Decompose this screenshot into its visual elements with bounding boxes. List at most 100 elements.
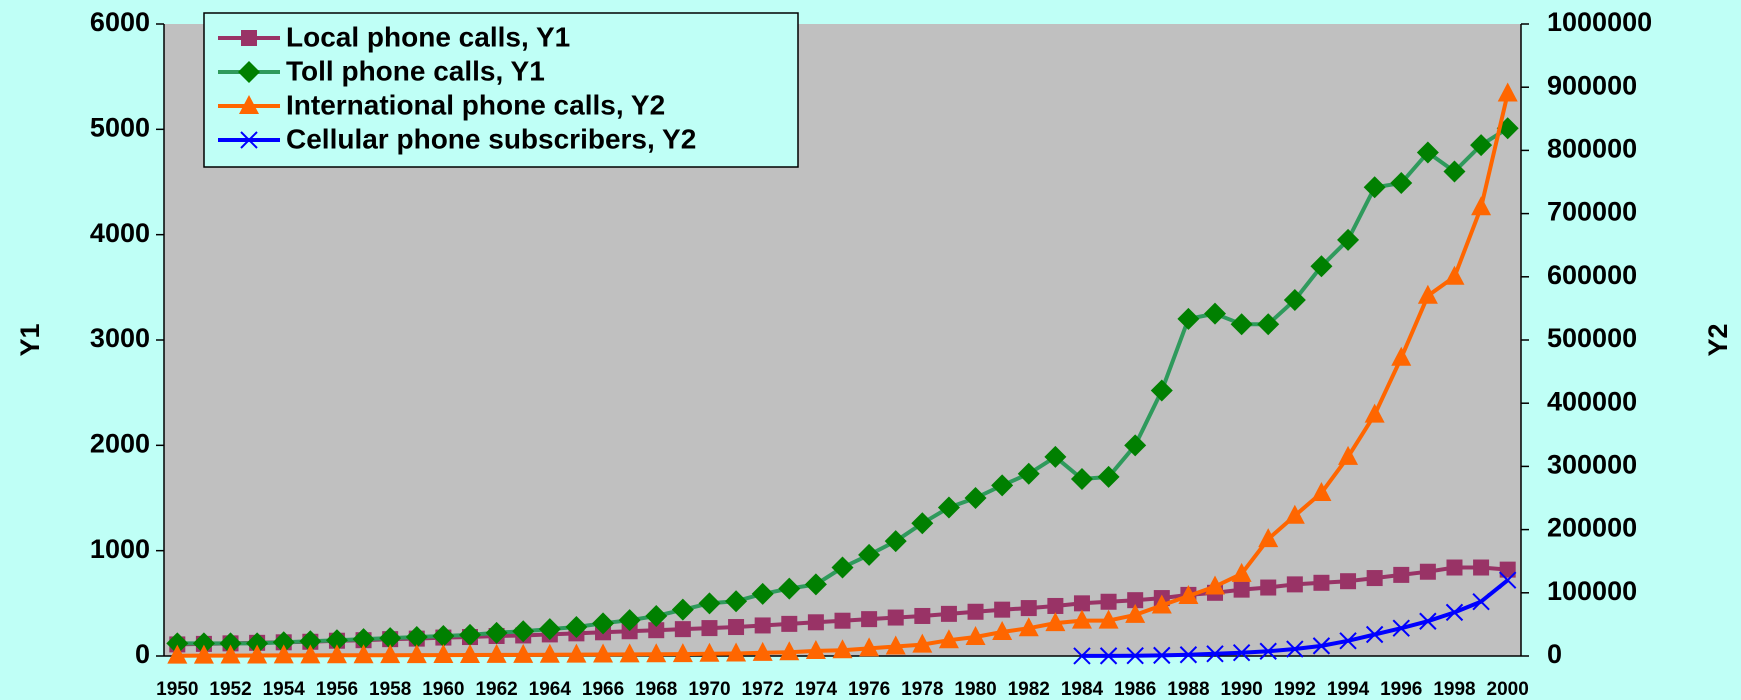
marker bbox=[1097, 465, 1120, 488]
marker bbox=[725, 590, 748, 613]
marker bbox=[1070, 468, 1093, 491]
y-tick-label: 6000 bbox=[90, 7, 150, 37]
x-tick-label: 1964 bbox=[529, 679, 572, 700]
y-tick-label: 3000 bbox=[90, 323, 150, 353]
marker bbox=[485, 621, 508, 644]
marker bbox=[1018, 617, 1039, 637]
marker bbox=[887, 609, 904, 626]
marker bbox=[671, 598, 694, 621]
marker bbox=[1416, 141, 1439, 164]
marker bbox=[486, 643, 507, 663]
marker bbox=[538, 618, 561, 641]
marker bbox=[238, 61, 260, 83]
marker bbox=[1258, 528, 1279, 548]
marker bbox=[648, 622, 665, 639]
marker bbox=[832, 639, 853, 659]
y2-tick-label: 400000 bbox=[1547, 386, 1637, 416]
marker bbox=[1260, 579, 1277, 596]
legend-label: Cellular phone subscribers, Y2 bbox=[286, 123, 696, 154]
marker bbox=[994, 601, 1011, 618]
marker bbox=[326, 644, 347, 664]
marker bbox=[380, 644, 401, 664]
marker bbox=[273, 644, 294, 664]
marker bbox=[239, 95, 259, 114]
y-tick-label: 0 bbox=[135, 639, 150, 669]
marker bbox=[1443, 160, 1466, 183]
marker bbox=[1340, 573, 1357, 590]
marker bbox=[779, 641, 800, 661]
marker bbox=[940, 605, 957, 622]
marker bbox=[699, 642, 720, 662]
marker bbox=[1259, 642, 1277, 660]
marker bbox=[1284, 504, 1305, 524]
x-tick-label: 1950 bbox=[156, 679, 198, 700]
marker bbox=[432, 624, 455, 647]
marker bbox=[1126, 646, 1144, 665]
marker bbox=[1366, 570, 1383, 587]
marker bbox=[914, 607, 931, 624]
x-tick-label: 1972 bbox=[742, 679, 784, 700]
marker bbox=[831, 556, 854, 579]
marker bbox=[1470, 134, 1493, 157]
x-tick-label: 1996 bbox=[1380, 679, 1422, 700]
marker bbox=[512, 620, 535, 643]
marker bbox=[751, 582, 774, 605]
marker bbox=[1153, 646, 1171, 665]
marker bbox=[1020, 600, 1037, 617]
marker bbox=[1337, 228, 1360, 251]
x-tick-label: 1984 bbox=[1061, 679, 1104, 700]
marker bbox=[1286, 576, 1303, 593]
legend-label: Toll phone calls, Y1 bbox=[286, 55, 545, 86]
marker bbox=[219, 632, 242, 655]
marker bbox=[1311, 481, 1332, 501]
marker bbox=[674, 621, 691, 638]
marker bbox=[1471, 196, 1492, 216]
marker bbox=[1313, 574, 1330, 591]
marker bbox=[1179, 646, 1198, 664]
marker bbox=[967, 603, 984, 620]
x-tick-label: 1988 bbox=[1167, 679, 1209, 700]
y2-tick-label: 200000 bbox=[1547, 513, 1637, 543]
marker bbox=[1286, 640, 1304, 658]
marker bbox=[1446, 559, 1463, 576]
marker bbox=[193, 644, 214, 664]
marker bbox=[992, 620, 1013, 640]
marker bbox=[805, 639, 826, 659]
x-tick-label: 1960 bbox=[422, 679, 464, 700]
marker bbox=[1150, 379, 1173, 402]
marker bbox=[539, 643, 560, 663]
marker bbox=[964, 487, 987, 509]
marker bbox=[513, 643, 534, 663]
marker bbox=[911, 512, 934, 535]
marker bbox=[1392, 619, 1410, 637]
marker bbox=[1364, 403, 1385, 423]
marker bbox=[241, 30, 257, 46]
marker bbox=[1045, 612, 1066, 632]
marker bbox=[752, 641, 773, 661]
y2-tick-label: 500000 bbox=[1547, 323, 1637, 353]
x-tick-label: 1962 bbox=[475, 679, 517, 700]
marker bbox=[965, 626, 986, 646]
marker bbox=[1071, 609, 1092, 629]
marker bbox=[1017, 462, 1040, 485]
marker bbox=[379, 627, 402, 650]
marker bbox=[1497, 82, 1518, 102]
marker bbox=[861, 611, 878, 628]
marker bbox=[834, 612, 851, 629]
marker bbox=[593, 643, 614, 663]
x-tick-label: 1990 bbox=[1220, 679, 1262, 700]
marker bbox=[1444, 265, 1465, 285]
marker bbox=[1391, 346, 1412, 366]
marker bbox=[1419, 563, 1436, 580]
marker bbox=[1206, 645, 1224, 663]
marker bbox=[1124, 434, 1147, 457]
marker bbox=[1283, 288, 1306, 311]
marker bbox=[566, 643, 587, 663]
x-tick-label: 1970 bbox=[688, 679, 730, 700]
marker bbox=[804, 573, 827, 596]
legend-label: International phone calls, Y2 bbox=[286, 89, 665, 120]
marker bbox=[247, 644, 268, 664]
marker bbox=[728, 619, 745, 636]
marker bbox=[433, 644, 454, 664]
